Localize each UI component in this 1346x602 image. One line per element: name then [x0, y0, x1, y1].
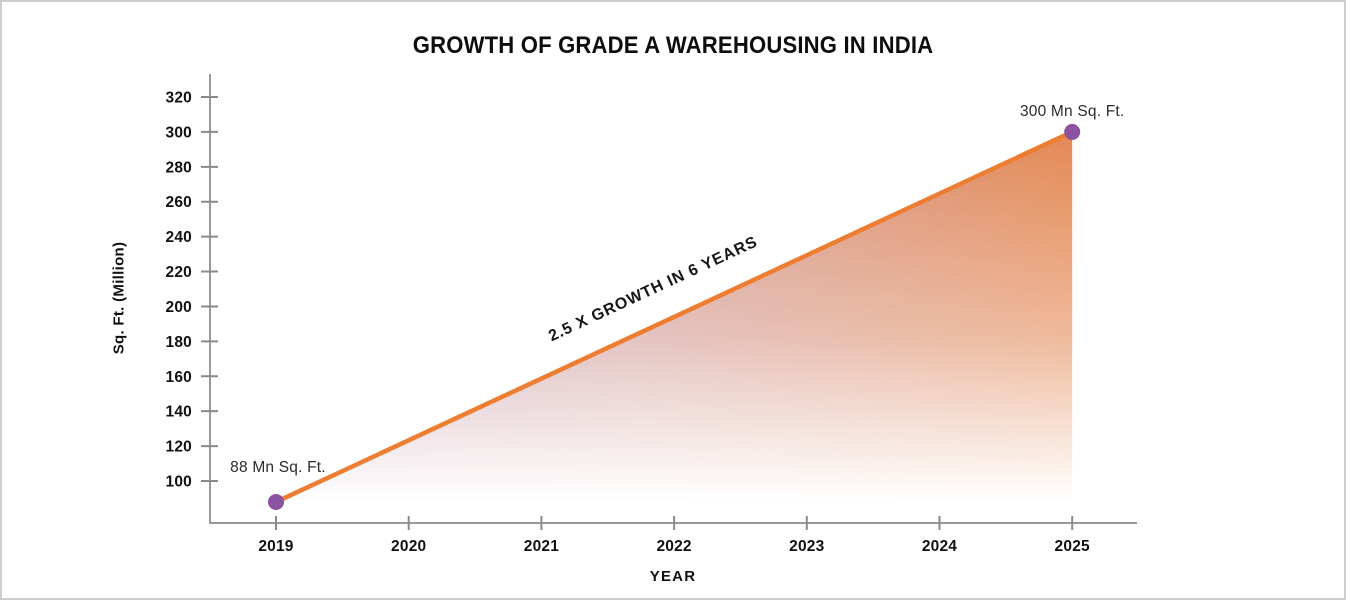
- y-tick-label: 260: [166, 194, 192, 211]
- y-tick-label: 100: [166, 474, 192, 491]
- trend-line: [273, 129, 1075, 505]
- data-point: [1064, 123, 1081, 140]
- x-axis-label: YEAR: [649, 568, 697, 585]
- x-tick-label: 2024: [922, 538, 957, 555]
- y-tick-label: 280: [166, 159, 192, 176]
- y-tick-label: 320: [166, 90, 192, 107]
- y-tick-label: 220: [166, 264, 192, 281]
- y-tick-label: 160: [166, 369, 192, 386]
- y-tick-label: 180: [166, 334, 192, 351]
- data-point-label: 88 Mn Sq. Ft.: [230, 459, 326, 476]
- y-tick-label: 120: [166, 439, 192, 456]
- y-tick-label: 200: [166, 299, 192, 316]
- x-tick-label: 2022: [656, 538, 691, 555]
- data-point-label: 300 Mn Sq. Ft.: [1020, 103, 1124, 120]
- chart-title: GROWTH OF GRADE A WAREHOUSING IN INDIA: [412, 32, 934, 59]
- x-tick-label: 2023: [789, 538, 824, 555]
- y-tick-label: 300: [166, 124, 192, 141]
- x-tick-label: 2021: [524, 538, 559, 555]
- x-tick-label: 2025: [1055, 538, 1090, 555]
- x-tick-label: 2020: [391, 538, 426, 555]
- data-point: [268, 493, 284, 510]
- x-tick-label: 2019: [258, 538, 293, 555]
- y-tick-label: 140: [166, 404, 192, 421]
- y-tick-label: 240: [166, 229, 192, 246]
